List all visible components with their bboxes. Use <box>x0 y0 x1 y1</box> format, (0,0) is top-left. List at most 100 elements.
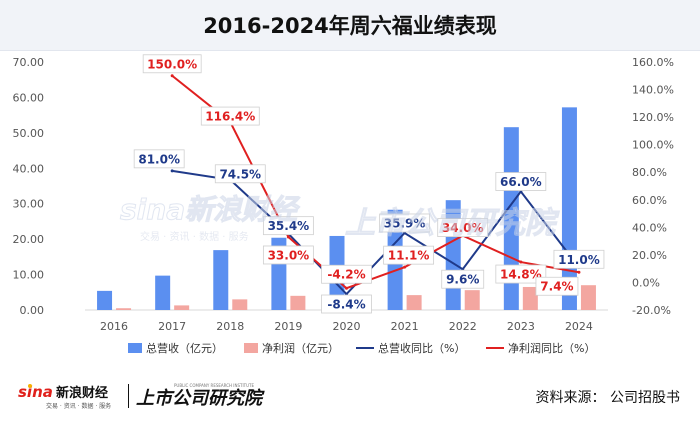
data-label-box <box>495 172 547 191</box>
data-label-text: 35.4% <box>268 219 310 233</box>
data-label-text: 11.0% <box>558 253 600 267</box>
bar-profit <box>522 286 538 310</box>
data-label-box <box>321 294 372 314</box>
revenue-growth-label: -8.4% <box>321 294 372 314</box>
svg-text:交易 · 资讯 · 数据 · 服务: 交易 · 资讯 · 数据 · 服务 <box>46 402 111 410</box>
data-label-text: 14.8% <box>500 268 542 282</box>
y-left-tick-label: 0.00 <box>20 304 45 317</box>
y-left-tick-label: 30.00 <box>13 198 45 211</box>
bar-profit <box>406 295 422 310</box>
data-label-text: 9.6% <box>446 273 479 287</box>
legend-swatch <box>244 343 258 353</box>
line-point <box>286 235 290 239</box>
bar-profit <box>174 305 190 310</box>
data-label-text: 150.0% <box>147 57 197 71</box>
x-tick-label: 2018 <box>216 320 244 333</box>
legend-item: 总营收同比（%） <box>356 341 465 355</box>
legend-label: 净利润（亿元） <box>262 341 339 355</box>
data-label-text: 33.0% <box>268 248 310 262</box>
data-label-box <box>321 264 372 284</box>
profit-growth-label: 116.4% <box>200 106 260 126</box>
y-right-tick-label: 120.0% <box>632 111 674 124</box>
legend-label: 总营收（亿元） <box>146 341 223 355</box>
x-tick-label: 2019 <box>274 320 302 333</box>
data-label-box <box>214 164 266 184</box>
profit-growth-label: 11.1% <box>383 245 435 265</box>
data-label-text: 35.9% <box>384 216 426 230</box>
legend-item: 总营收（亿元） <box>128 341 223 355</box>
data-label-box <box>200 106 260 126</box>
legend-item: 净利润同比（%） <box>486 341 595 355</box>
data-label-text: 116.4% <box>205 110 255 124</box>
revenue-growth-label: 35.4% <box>262 216 314 236</box>
data-label-text: 66.0% <box>500 175 542 189</box>
chart: 0.00 10.00 20.00 30.00 40.00 50.00 60.00 70.00 -… <box>13 54 674 355</box>
data-label-box <box>379 213 431 233</box>
line-point <box>519 260 523 264</box>
svg-text:PUBLIC COMPANY RESEARCH INSTIT: PUBLIC COMPANY RESEARCH INSTITUTE <box>174 383 254 388</box>
data-label-text: -8.4% <box>327 298 365 312</box>
y-left-tick-label: 10.00 <box>13 269 45 282</box>
revenue-growth-label: 9.6% <box>441 269 485 289</box>
revenue-growth-label: 35.9% <box>379 213 431 233</box>
revenue-growth-label: 66.0% <box>495 172 547 191</box>
bar-revenue <box>155 275 171 310</box>
data-label-box <box>437 218 489 238</box>
y-right-tick-label: 40.0% <box>632 221 667 234</box>
svg-text:上市公司研究院: 上市公司研究院 <box>136 388 265 409</box>
y-left-tick-label: 20.00 <box>13 233 45 246</box>
data-label-text: 34.0% <box>442 221 484 235</box>
line-point <box>577 270 581 274</box>
profit-growth-label: 34.0% <box>437 218 489 238</box>
profit-growth-label: -4.2% <box>321 264 372 284</box>
data-label-box <box>553 249 605 269</box>
x-tick-label: 2017 <box>158 320 186 333</box>
source-note: 资料来源： 公司招股书 <box>535 390 680 406</box>
y-left-tick-label: 70.00 <box>13 56 45 69</box>
bar-revenue <box>445 200 461 310</box>
data-label-box <box>262 216 314 236</box>
y-right-tick-label: 80.0% <box>632 166 667 179</box>
bar-profit <box>232 299 248 310</box>
x-tick-label: 2016 <box>100 320 128 333</box>
profit-growth-label: 7.4% <box>535 276 579 296</box>
profit-growth-label: 33.0% <box>262 245 314 265</box>
data-label-box <box>495 264 547 284</box>
revenue-growth-label: 74.5% <box>214 164 266 184</box>
chart-title: 2016-2024年周六福业绩表现 <box>203 14 497 38</box>
bar-revenue <box>213 250 229 310</box>
x-tick-label: 2020 <box>333 320 361 333</box>
svg-text:新浪财经: 新浪财经 <box>56 385 108 401</box>
data-label-text: 11.1% <box>388 249 430 263</box>
bar-profit <box>580 285 596 310</box>
data-label-text: 74.5% <box>219 167 261 181</box>
data-label-box <box>535 276 579 296</box>
bar-revenue <box>97 290 113 310</box>
x-tick-label: 2021 <box>391 320 419 333</box>
data-label-box <box>142 54 202 74</box>
y-right-tick-label: 20.0% <box>632 249 667 262</box>
y-right-tick-label: -20.0% <box>632 304 671 317</box>
y-right-tick-label: 60.0% <box>632 194 667 207</box>
profit-growth-label: 150.0% <box>142 54 202 74</box>
y-right-tick-label: 0.0% <box>632 276 660 289</box>
y-right-tick-label: 100.0% <box>632 139 674 152</box>
x-tick-label: 2022 <box>449 320 477 333</box>
line-point <box>403 265 407 269</box>
y-left-tick-label: 50.00 <box>13 127 45 140</box>
line-point <box>170 74 174 78</box>
svg-text:sina: sina <box>18 383 53 401</box>
line-point <box>345 286 348 290</box>
legend-item: 净利润（亿元） <box>244 341 339 355</box>
legend-label: 总营收同比（%） <box>378 341 465 355</box>
x-tick-label: 2023 <box>507 320 535 333</box>
profit-growth-label: 14.8% <box>495 264 547 284</box>
shangshi-institute-logo: 上市公司研究院 PUBLIC COMPANY RESEARCH INSTITUT… <box>127 380 268 410</box>
sina-finance-logo: sina 新浪财经 交易 · 资讯 · 数据 · 服务 <box>16 380 126 410</box>
bar-profit <box>290 295 306 310</box>
bar-profit <box>464 290 480 310</box>
data-label-box <box>262 245 314 265</box>
revenue-growth-label: 81.0% <box>133 149 185 169</box>
x-tick-label: 2024 <box>565 320 593 333</box>
y-right-tick-label: 160.0% <box>632 56 674 69</box>
